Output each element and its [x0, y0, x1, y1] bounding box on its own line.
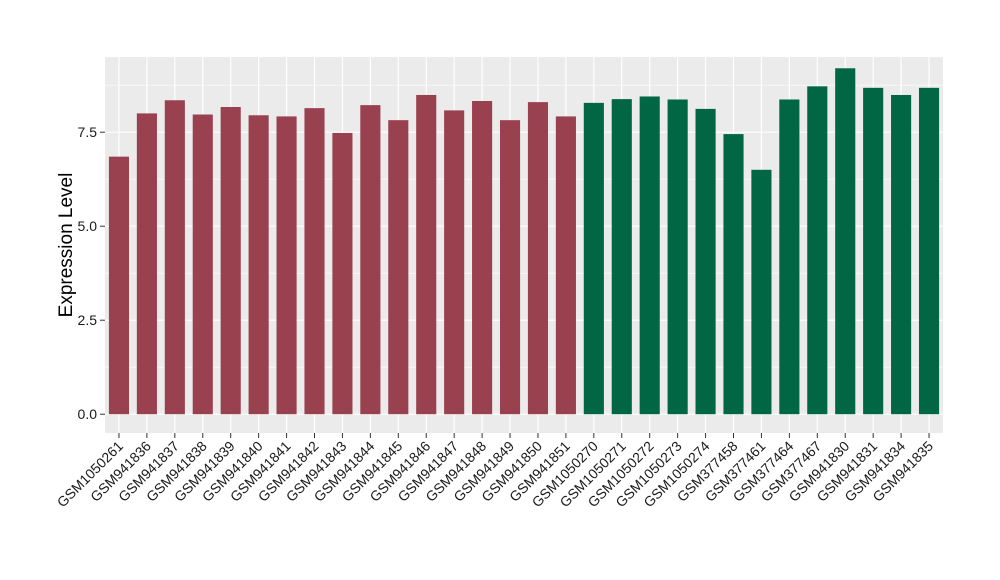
- bar-GSM377461: [751, 169, 772, 415]
- bar-GSM941835: [918, 87, 940, 415]
- bar-GSM377458: [723, 134, 744, 415]
- bar-GSM941848: [472, 100, 493, 415]
- bar-GSM941845: [388, 120, 409, 415]
- bar-GSM941836: [136, 113, 157, 415]
- bar-GSM1050274: [695, 108, 716, 415]
- bar-GSM1050261: [108, 156, 130, 415]
- bar-GSM941839: [220, 107, 241, 415]
- plot-panel: [105, 57, 943, 433]
- y-axis: 0.0 2.5 5.0 7.5: [78, 124, 105, 422]
- bar-GSM941830: [835, 68, 856, 415]
- bar-GSM1050272: [639, 96, 660, 415]
- y-tick-label: 2.5: [78, 312, 98, 328]
- bar-GSM941846: [416, 94, 437, 415]
- bar-GSM941837: [164, 100, 185, 415]
- bar-GSM377467: [807, 86, 828, 415]
- bar-GSM941850: [527, 102, 549, 415]
- bar-GSM941842: [304, 108, 325, 415]
- bar-GSM1050270: [583, 102, 604, 415]
- bars: [108, 68, 940, 415]
- bar-GSM941844: [360, 105, 381, 415]
- y-tick-label: 5.0: [78, 218, 98, 234]
- y-tick-label: 7.5: [78, 124, 98, 140]
- bar-GSM941834: [891, 94, 912, 415]
- bar-GSM941849: [499, 120, 521, 415]
- bar-GSM1050273: [667, 99, 688, 415]
- bar-GSM941843: [332, 132, 353, 415]
- bar-GSM1050271: [611, 99, 632, 415]
- bar-GSM941831: [863, 87, 884, 415]
- bar-GSM941841: [276, 116, 297, 415]
- x-axis: GSM1050261GSM941836GSM941837GSM941838GSM…: [54, 433, 936, 510]
- bar-GSM941838: [192, 114, 213, 415]
- bar-GSM941840: [248, 115, 269, 415]
- y-tick-label: 0.0: [78, 406, 98, 422]
- bar-GSM941847: [444, 110, 465, 415]
- bar-GSM377464: [779, 99, 800, 415]
- y-axis-title: Expression Level: [56, 173, 77, 318]
- bar-GSM941851: [555, 116, 576, 415]
